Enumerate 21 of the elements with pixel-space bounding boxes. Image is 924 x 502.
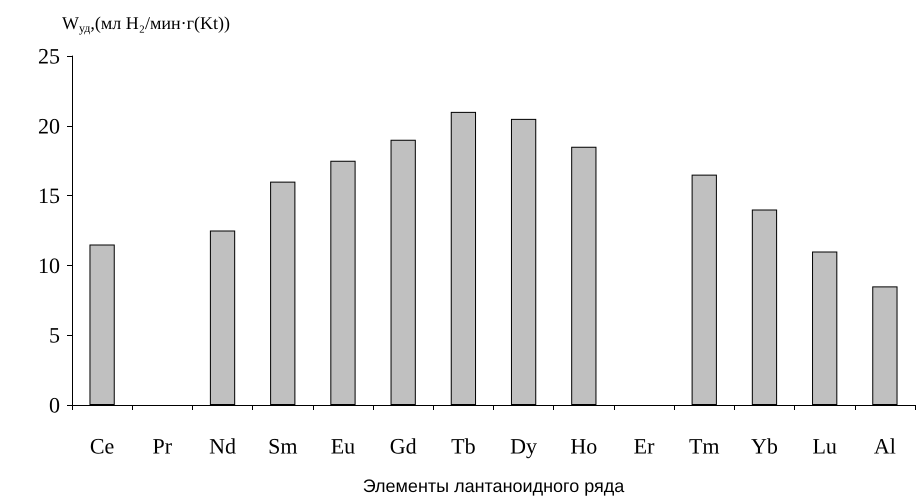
x-axis-title: Элементы лантаноидного ряда — [362, 476, 626, 496]
x-tick-label: Eu — [330, 434, 356, 458]
x-tick-label: Pr — [152, 434, 173, 458]
x-tick-label: Tm — [688, 434, 720, 458]
x-tick-label: Ce — [90, 434, 114, 458]
x-tick-label: Nd — [209, 434, 236, 458]
y-tick-label: 25 — [38, 44, 60, 68]
y-tick-label: 20 — [38, 113, 60, 138]
x-tick-label: Al — [874, 434, 896, 458]
y-tick-label: 10 — [38, 252, 60, 278]
x-tick-label: Er — [634, 434, 656, 458]
x-tick-label: Sm — [268, 434, 298, 458]
y-tick-label: 15 — [38, 183, 60, 208]
x-tick-label: Tb — [451, 434, 476, 458]
x-tick-label: Ho — [570, 434, 598, 458]
x-tick-label: Gd — [390, 434, 417, 458]
x-tick-label: Yb — [751, 434, 778, 458]
y-tick-label: 5 — [49, 322, 60, 348]
x-tick-label: Dy — [510, 434, 538, 458]
x-tick-label: Lu — [812, 434, 837, 458]
y-tick-label: 0 — [49, 392, 60, 418]
